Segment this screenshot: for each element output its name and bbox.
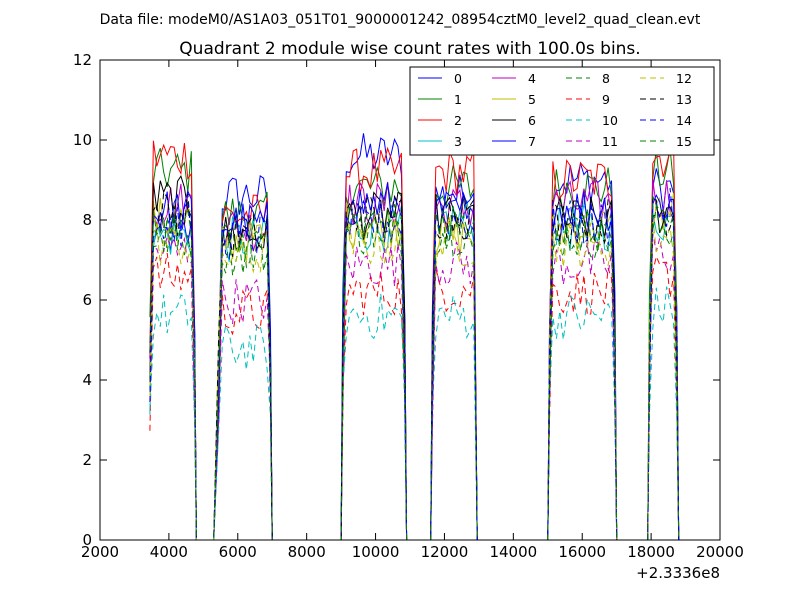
- series-line-15: [149, 196, 680, 541]
- legend-label: 10: [602, 113, 618, 128]
- legend-label: 1: [454, 92, 462, 107]
- legend-label: 2: [454, 113, 462, 128]
- legend-label: 7: [528, 134, 536, 149]
- legend-label: 3: [454, 134, 462, 149]
- y-tick-label: 10: [73, 131, 92, 149]
- legend-label: 12: [676, 71, 692, 86]
- legend-label: 8: [602, 71, 610, 86]
- legend-label: 11: [602, 134, 618, 149]
- legend-label: 0: [454, 71, 462, 86]
- legend-label: 5: [528, 92, 536, 107]
- legend-label: 4: [528, 71, 536, 86]
- x-tick-label: 2000: [81, 543, 119, 561]
- x-tick-label: 8000: [288, 543, 326, 561]
- y-tick-label: 4: [82, 371, 92, 389]
- x-tick-label: 16000: [558, 543, 606, 561]
- series-line-12: [149, 215, 680, 541]
- series-line-10: [149, 286, 680, 541]
- x-offset-label: +2.3336e8: [636, 564, 720, 582]
- x-tick-label: 20000: [696, 543, 744, 561]
- plot-title: Quadrant 2 module wise count rates with …: [179, 39, 640, 59]
- y-tick-label: 2: [82, 451, 92, 469]
- legend-label: 14: [676, 113, 692, 128]
- series-line-14: [149, 187, 680, 541]
- x-tick-label: 4000: [150, 543, 188, 561]
- x-tick-label: 10000: [352, 543, 400, 561]
- legend-label: 9: [602, 92, 610, 107]
- series-line-11: [149, 233, 680, 541]
- x-tick-label: 14000: [489, 543, 537, 561]
- figure-suptitle: Data file: modeM0/AS1A03_051T01_90000012…: [100, 12, 701, 28]
- x-tick-label: 12000: [421, 543, 469, 561]
- x-tick-label: 18000: [627, 543, 675, 561]
- y-tick-label: 6: [82, 291, 92, 309]
- x-tick-label: 6000: [219, 543, 257, 561]
- series-line-8: [149, 206, 680, 541]
- series-lines: [149, 133, 680, 541]
- axis-ticks: 2000 4000 6000 8000 10000 12000 14000 16000 1800…: [73, 51, 744, 561]
- legend-label: 13: [676, 92, 692, 107]
- y-tick-label: 12: [73, 51, 92, 69]
- legend-label: 6: [528, 113, 536, 128]
- y-tick-label: 0: [82, 531, 92, 549]
- legend-label: 15: [676, 134, 692, 149]
- y-tick-label: 8: [82, 211, 92, 229]
- legend-box: [409, 66, 715, 156]
